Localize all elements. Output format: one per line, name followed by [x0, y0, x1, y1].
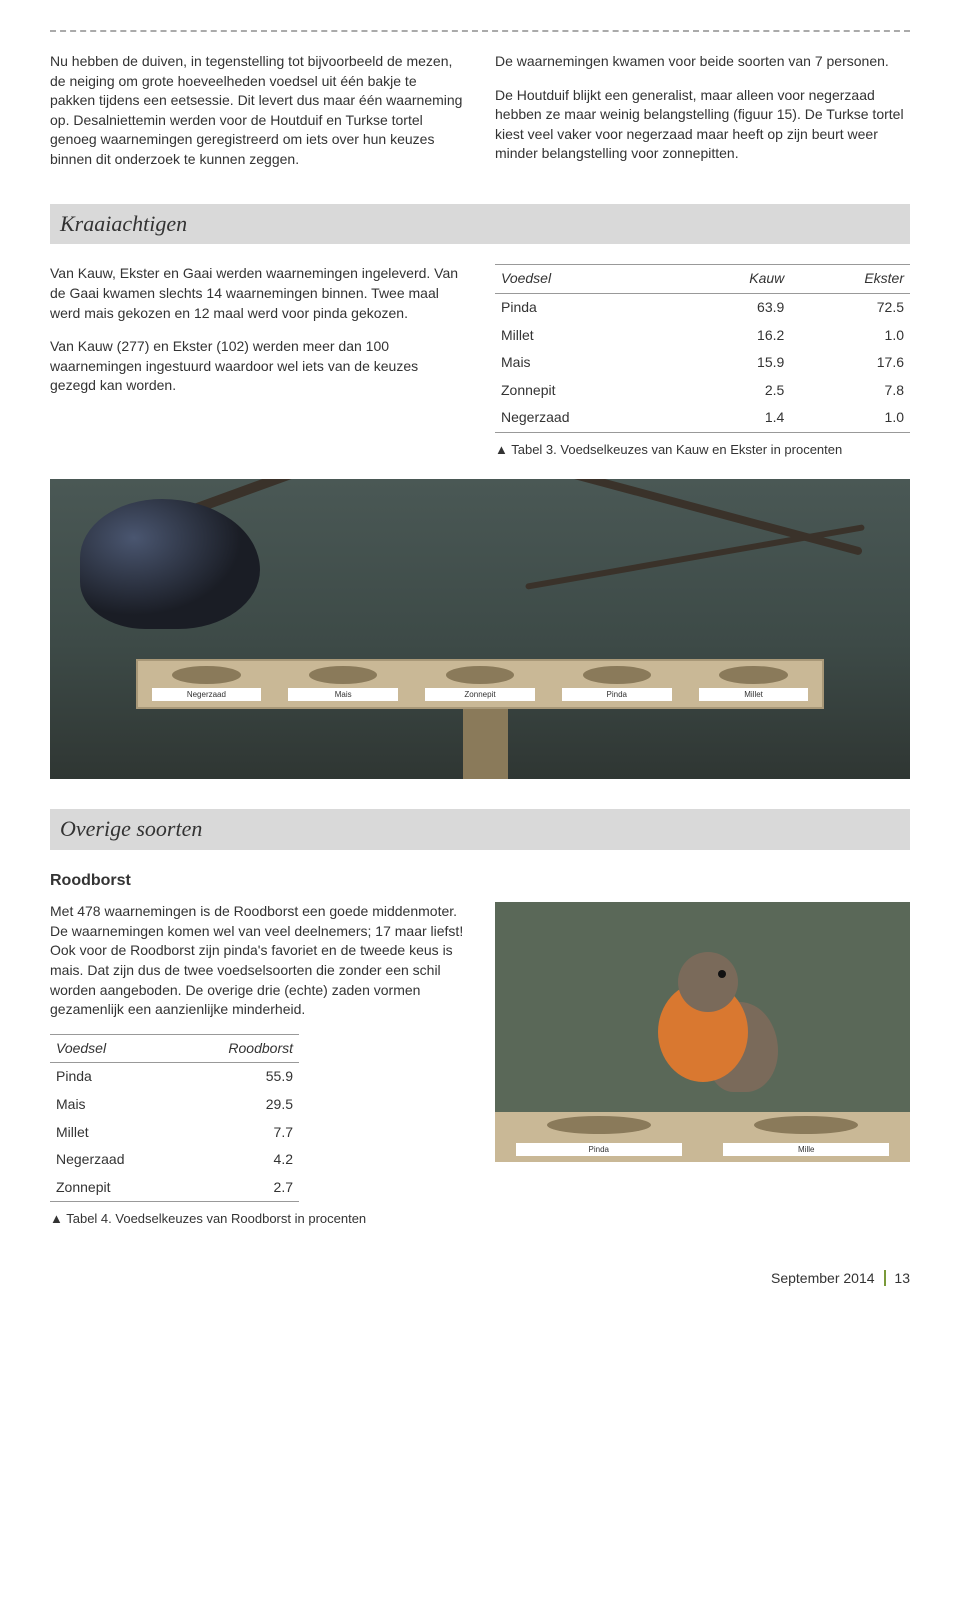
table-row: Zonnepit2.57.8: [495, 377, 910, 405]
feeder-hole: Negerzaad: [138, 661, 275, 707]
feeder-label: Pinda: [562, 688, 671, 701]
roodborst-columns: Met 478 waarnemingen is de Roodborst een…: [50, 902, 910, 1228]
th-roodborst: Roodborst: [178, 1034, 299, 1063]
feeder-label: Negerzaad: [152, 688, 261, 701]
cell-voedsel: Millet: [50, 1119, 178, 1147]
cell-voedsel: Negerzaad: [495, 404, 681, 432]
section-overige: Overige soorten: [50, 809, 910, 850]
table-row: Mais15.917.6: [495, 349, 910, 377]
table-row: Millet16.21.0: [495, 322, 910, 350]
th-voedsel2: Voedsel: [50, 1034, 178, 1063]
cell-value: 55.9: [178, 1063, 299, 1091]
table-row: Pinda63.972.5: [495, 293, 910, 321]
cell-value: 7.7: [178, 1119, 299, 1147]
th-kauw: Kauw: [681, 265, 790, 294]
feeder-label: Pinda: [516, 1143, 682, 1156]
table-row: Negerzaad1.41.0: [495, 404, 910, 432]
caption-table4: ▲ Tabel 4. Voedselkeuzes van Roodborst i…: [50, 1210, 465, 1228]
feeder-hole: Pinda: [548, 661, 685, 707]
feeder-label: Zonnepit: [425, 688, 534, 701]
cell-kauw: 16.2: [681, 322, 790, 350]
intro-right-p2: De Houtduif blijkt een generalist, maar …: [495, 86, 910, 164]
roodborst-left: Met 478 waarnemingen is de Roodborst een…: [50, 902, 465, 1228]
kraai-p2: Van Kauw (277) en Ekster (102) werden me…: [50, 337, 465, 396]
feeder-hole: Mille: [703, 1112, 911, 1162]
feeder-hole: Mais: [275, 661, 412, 707]
th-ekster: Ekster: [790, 265, 910, 294]
cell-voedsel: Mais: [495, 349, 681, 377]
table-row: Mais29.5: [50, 1091, 299, 1119]
kraai-columns: Van Kauw, Ekster en Gaai werden waarnemi…: [50, 264, 910, 459]
feeder-hole: Pinda: [495, 1112, 703, 1162]
cell-value: 4.2: [178, 1146, 299, 1174]
cell-ekster: 1.0: [790, 322, 910, 350]
th-voedsel: Voedsel: [495, 265, 681, 294]
cell-kauw: 15.9: [681, 349, 790, 377]
kraai-right: Voedsel Kauw Ekster Pinda63.972.5Millet1…: [495, 264, 910, 459]
table-row: Negerzaad4.2: [50, 1146, 299, 1174]
table-roodborst-body: Pinda55.9Mais29.5Millet7.7Negerzaad4.2Zo…: [50, 1063, 299, 1202]
feeder-hole: Zonnepit: [412, 661, 549, 707]
cell-value: 2.7: [178, 1174, 299, 1202]
kraai-left: Van Kauw, Ekster en Gaai werden waarnemi…: [50, 264, 465, 459]
cell-ekster: 17.6: [790, 349, 910, 377]
photo-robin: Pinda Mille: [495, 902, 910, 1162]
intro-right-p1: De waarnemingen kwamen voor beide soorte…: [495, 52, 910, 72]
cell-voedsel: Zonnepit: [50, 1174, 178, 1202]
feeder-hole: Millet: [685, 661, 822, 707]
robin-illustration: [628, 942, 778, 1102]
cell-voedsel: Negerzaad: [50, 1146, 178, 1174]
cell-voedsel: Zonnepit: [495, 377, 681, 405]
cell-value: 29.5: [178, 1091, 299, 1119]
photo-jackdaw-feeder: Negerzaad Mais Zonnepit Pinda Millet: [50, 479, 910, 779]
table-row: Pinda55.9: [50, 1063, 299, 1091]
divider-dashed: [50, 30, 910, 32]
kraai-p1: Van Kauw, Ekster en Gaai werden waarnemi…: [50, 264, 465, 323]
feeder-label: Mille: [723, 1143, 889, 1156]
intro-columns: Nu hebben de duiven, in tegenstelling to…: [50, 52, 910, 184]
cell-kauw: 2.5: [681, 377, 790, 405]
section-kraaiachtigen: Kraaiachtigen: [50, 204, 910, 245]
feeder-board: Negerzaad Mais Zonnepit Pinda Millet: [136, 659, 824, 709]
caption-table3: ▲ Tabel 3. Voedselkeuzes van Kauw en Eks…: [495, 441, 910, 459]
cell-voedsel: Millet: [495, 322, 681, 350]
table-row: Zonnepit2.7: [50, 1174, 299, 1202]
footer-page: 13: [884, 1270, 910, 1286]
cell-ekster: 1.0: [790, 404, 910, 432]
robin-feeder-board: Pinda Mille: [495, 1112, 910, 1162]
feeder-label: Millet: [699, 688, 808, 701]
footer-date: September 2014: [771, 1270, 875, 1286]
table-kraai-body: Pinda63.972.5Millet16.21.0Mais15.917.6Zo…: [495, 293, 910, 432]
cell-kauw: 1.4: [681, 404, 790, 432]
intro-left: Nu hebben de duiven, in tegenstelling to…: [50, 52, 465, 184]
cell-kauw: 63.9: [681, 293, 790, 321]
table-row: Millet7.7: [50, 1119, 299, 1147]
roodborst-p1: Met 478 waarnemingen is de Roodborst een…: [50, 902, 465, 1020]
table-roodborst: Voedsel Roodborst Pinda55.9Mais29.5Mille…: [50, 1034, 299, 1203]
roodborst-right: Pinda Mille: [495, 902, 910, 1228]
cell-voedsel: Pinda: [495, 293, 681, 321]
subheading-roodborst: Roodborst: [50, 870, 910, 892]
feeder-label: Mais: [288, 688, 397, 701]
cell-ekster: 7.8: [790, 377, 910, 405]
cell-voedsel: Pinda: [50, 1063, 178, 1091]
intro-left-p1: Nu hebben de duiven, in tegenstelling to…: [50, 52, 465, 170]
page-footer: September 2014 13: [50, 1269, 910, 1289]
cell-ekster: 72.5: [790, 293, 910, 321]
feeder-post: [463, 709, 508, 779]
intro-right: De waarnemingen kwamen voor beide soorte…: [495, 52, 910, 184]
table-kraai: Voedsel Kauw Ekster Pinda63.972.5Millet1…: [495, 264, 910, 433]
cell-voedsel: Mais: [50, 1091, 178, 1119]
